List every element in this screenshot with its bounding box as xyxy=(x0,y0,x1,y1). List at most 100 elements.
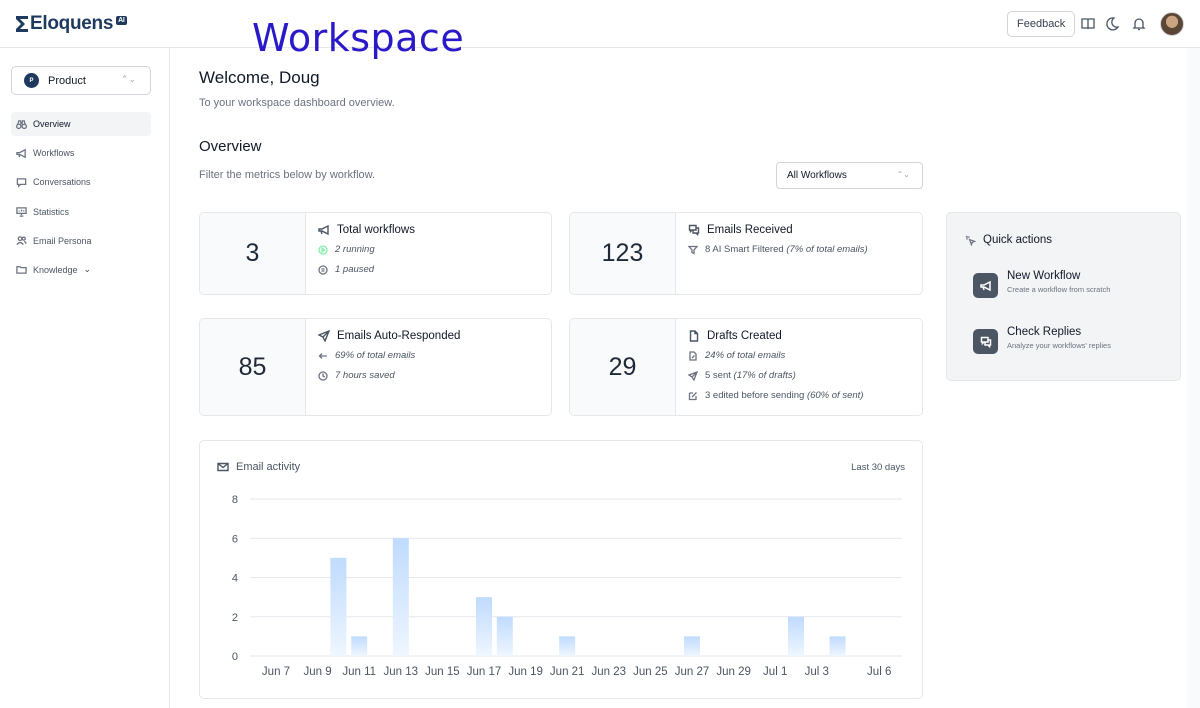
document-icon xyxy=(689,330,699,342)
megaphone-icon xyxy=(318,224,329,236)
check-replies-action[interactable]: Check Replies Analyze your workflows' rep… xyxy=(973,326,1111,354)
y-tick-label: 2 xyxy=(232,612,238,624)
filter-description: Filter the metrics below by workflow. xyxy=(199,169,376,181)
paused-count: 1 paused xyxy=(335,264,375,275)
x-tick-label: Jun 25 xyxy=(633,666,668,678)
x-tick-label: Jul 6 xyxy=(867,666,891,678)
x-tick-label: Jun 9 xyxy=(304,666,332,678)
sidebar-item-statistics[interactable]: Statistics xyxy=(11,200,151,224)
bell-icon[interactable] xyxy=(1131,16,1147,32)
x-tick-label: Jun 13 xyxy=(384,666,419,678)
total-workflows-card[interactable]: 3 Total workflows 2 running 1 paused xyxy=(199,212,552,295)
chat-icon xyxy=(980,336,991,348)
book-icon[interactable] xyxy=(1080,16,1096,32)
pause-circle-icon xyxy=(318,264,328,275)
x-tick-label: Jun 15 xyxy=(425,666,460,678)
sidebar-item-email-persona[interactable]: Email Persona xyxy=(11,229,151,253)
auto-responded-value: 85 xyxy=(200,319,306,415)
send-icon xyxy=(318,330,330,342)
running-count: 2 running xyxy=(335,244,375,255)
workspace-name: Product xyxy=(48,74,86,87)
x-tick-label: Jun 29 xyxy=(716,666,751,678)
bar-jun-11[interactable] xyxy=(351,636,368,656)
y-tick-label: 6 xyxy=(232,533,238,545)
workspace-annotation: Workspace xyxy=(252,16,465,60)
folder-icon xyxy=(16,266,27,275)
top-bar: Eloquens AI Workspace Feedback xyxy=(0,0,1200,60)
bar-jul-4[interactable] xyxy=(829,636,846,656)
chart-range-label[interactable]: Last 30 days xyxy=(851,462,905,473)
x-tick-label: Jun 17 xyxy=(467,666,502,678)
sidebar-item-label: Conversations xyxy=(33,177,91,188)
binoculars-icon xyxy=(16,119,27,129)
workflow-filter-value: All Workflows xyxy=(787,170,847,181)
x-tick-label: Jun 27 xyxy=(675,666,710,678)
y-tick-label: 8 xyxy=(232,494,238,506)
card-title: Emails Received xyxy=(707,224,793,236)
bar-jul-2[interactable] xyxy=(788,616,804,656)
x-tick-label: Jun 19 xyxy=(508,666,543,678)
sidebar-item-label: Workflows xyxy=(33,148,75,159)
mail-icon xyxy=(217,462,229,472)
chart-title: Email activity xyxy=(236,461,301,473)
chevron-updown-icon: ⌃⌄ xyxy=(896,170,910,179)
bar-jun-18[interactable] xyxy=(496,616,513,656)
reply-icon xyxy=(318,352,327,359)
clock-icon xyxy=(318,370,328,381)
x-tick-label: Jun 7 xyxy=(262,666,290,678)
avatar[interactable] xyxy=(1160,12,1184,36)
sidebar-item-knowledge[interactable]: Knowledge ⌄ xyxy=(11,258,151,282)
brand-name: Eloquens xyxy=(30,13,114,34)
presentation-icon xyxy=(16,207,27,217)
sidebar-item-label: Statistics xyxy=(33,206,70,217)
drafts-sent-percent: (17% of drafts) xyxy=(733,370,796,381)
moon-icon[interactable] xyxy=(1104,16,1120,32)
scroll-gutter xyxy=(1187,48,1200,708)
email-activity-chart-card: 0 2 4 6 8 Jun 7 Jun 9 Jun 11 Jun 13 Jun 15 Jun 17 J… xyxy=(199,440,923,699)
x-tick-label: Jul 1 xyxy=(763,666,787,678)
workflow-filter-select[interactable]: All Workflows ⌃⌄ xyxy=(776,162,923,189)
megaphone-icon xyxy=(16,148,26,158)
bar-jun-13[interactable] xyxy=(392,538,409,656)
sidebar-item-label: Knowledge xyxy=(33,264,78,275)
chevron-updown-icon: ⌃⌄ xyxy=(120,74,136,84)
filter-icon xyxy=(688,245,698,255)
send-icon xyxy=(688,370,698,381)
card-title: Emails Auto-Responded xyxy=(337,330,461,342)
play-circle-icon xyxy=(318,244,328,255)
action-title: Check Replies xyxy=(1007,326,1082,338)
main-content: Welcome, Doug To your workspace dashboar… xyxy=(171,48,1200,708)
bar-jun-27[interactable] xyxy=(684,636,700,656)
emails-received-value: 123 xyxy=(570,213,676,294)
bar-jun-17[interactable] xyxy=(476,597,492,656)
auto-responded-card[interactable]: 85 Emails Auto-Responded 69% of total em… xyxy=(199,318,552,416)
drafts-created-card[interactable]: 29 Drafts Created 24% of total emails 5 … xyxy=(569,318,923,416)
document-edit-icon xyxy=(689,350,697,361)
new-workflow-action[interactable]: New Workflow Create a workflow from scrat… xyxy=(973,270,1110,298)
bar-jun-21[interactable] xyxy=(559,636,576,656)
chat-icon xyxy=(688,224,700,236)
sidebar-item-overview[interactable]: Overview xyxy=(11,112,151,136)
logo-mark-icon xyxy=(16,16,28,32)
drafts-sent: 5 sent xyxy=(705,370,731,381)
drafts-edited: 3 edited before sending xyxy=(705,390,805,401)
y-tick-label: 0 xyxy=(232,651,238,663)
sidebar-item-label: Overview xyxy=(33,119,71,129)
page-subtitle: To your workspace dashboard overview. xyxy=(199,97,395,109)
y-tick-label: 4 xyxy=(232,573,238,585)
bar-jun-10[interactable] xyxy=(330,557,347,656)
users-icon xyxy=(16,236,27,246)
sidebar-item-conversations[interactable]: Conversations xyxy=(11,170,151,194)
brand-badge: AI xyxy=(116,15,127,25)
hours-saved: 7 hours saved xyxy=(335,370,395,381)
sidebar-item-workflows[interactable]: Workflows xyxy=(11,141,151,165)
emails-received-card[interactable]: 123 Emails Received 8 AI Smart Filtered … xyxy=(569,212,923,295)
chevron-down-icon[interactable]: ⌄ xyxy=(83,264,92,275)
feedback-button[interactable]: Feedback xyxy=(1007,11,1076,37)
filtered-percent: (7% of total emails) xyxy=(786,244,868,255)
workspace-selector[interactable]: P Product ⌃⌄ xyxy=(11,66,151,95)
logo[interactable]: Eloquens AI xyxy=(16,13,127,35)
auto-responded-percent: 69% of total emails xyxy=(335,350,416,361)
card-title: Total workflows xyxy=(337,224,415,236)
total-workflows-value: 3 xyxy=(200,213,306,294)
